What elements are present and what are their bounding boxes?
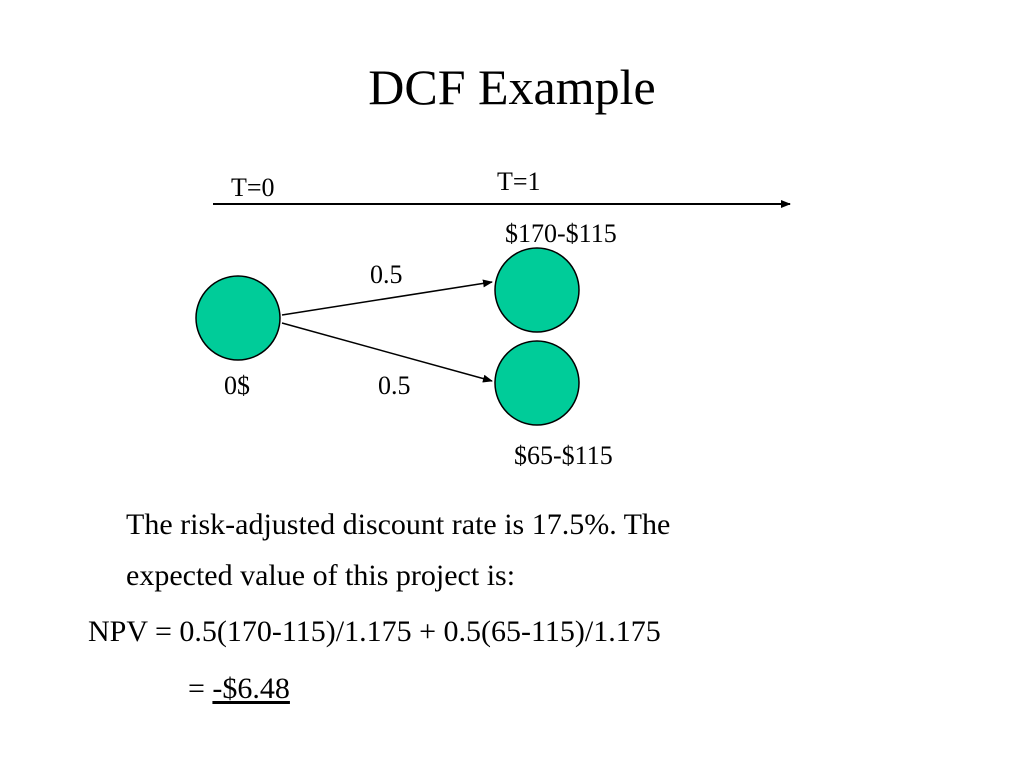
- probability-label-up: 0.5: [370, 260, 403, 289]
- outcome-label-up: $170-$115: [505, 219, 617, 248]
- outcome-label-down: $65-$115: [514, 441, 613, 470]
- branch-line-up: [281, 279, 493, 316]
- slide-title: DCF Example: [368, 59, 656, 115]
- npv-result-value: -$6.48: [212, 672, 290, 705]
- npv-result: = -$6.48: [188, 674, 290, 704]
- body-text-line-1: The risk-adjusted discount rate is 17.5%…: [126, 508, 671, 541]
- probability-label-down: 0.5: [378, 371, 411, 400]
- root-node: [195, 275, 281, 361]
- root-node-label: 0$: [224, 371, 250, 400]
- npv-result-prefix: =: [188, 672, 213, 705]
- npv-formula: NPV = 0.5(170-115)/1.175 + 0.5(65-115)/1…: [88, 615, 661, 648]
- outcome-node-up: [494, 247, 580, 333]
- t0-label: T=0: [231, 173, 275, 202]
- body-text-line-2: expected value of this project is:: [126, 559, 516, 592]
- branch-line-down: [281, 322, 493, 383]
- t1-label: T=1: [497, 167, 541, 196]
- outcome-node-down: [494, 340, 580, 426]
